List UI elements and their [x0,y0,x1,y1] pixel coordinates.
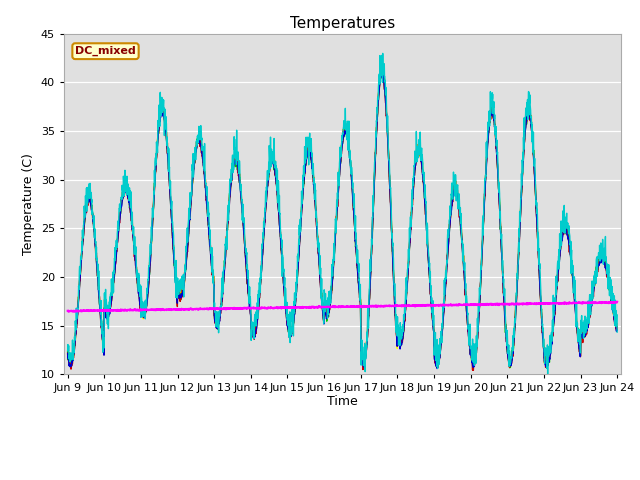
Y-axis label: Temperature (C): Temperature (C) [22,153,35,255]
X-axis label: Time: Time [327,395,358,408]
Title: Temperatures: Temperatures [290,16,395,31]
Legend: Met PanelT, AM25T_PRT, NR01_PRT, HMP60 AirT, Flux PanelT, LI7500 T, Well Temp: Met PanelT, AM25T_PRT, NR01_PRT, HMP60 A… [70,477,640,480]
Text: DC_mixed: DC_mixed [75,46,136,56]
